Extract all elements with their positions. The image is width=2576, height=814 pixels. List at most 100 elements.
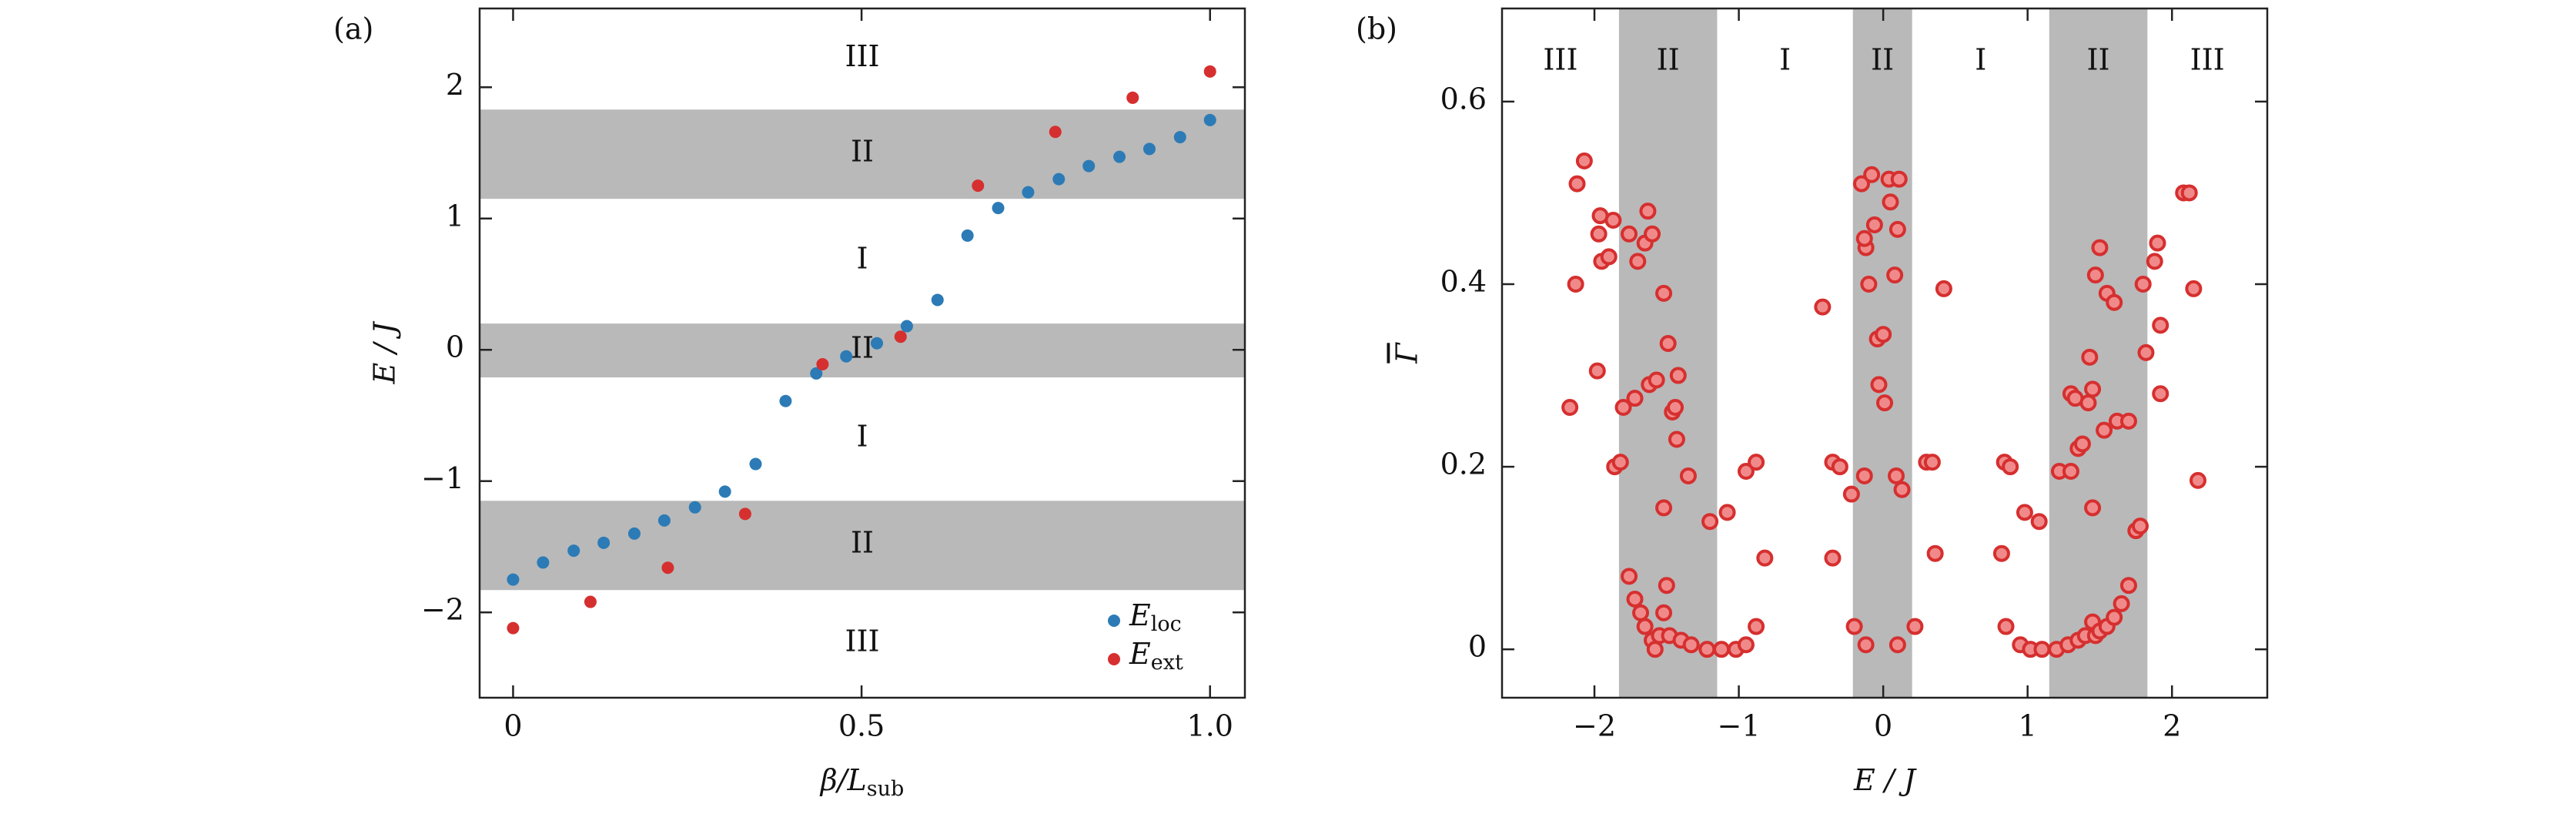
region-label: III — [845, 625, 879, 658]
point — [2106, 293, 2123, 311]
point — [1600, 248, 1618, 266]
legend-label-sub: loc — [1151, 612, 1182, 636]
point — [1855, 467, 1873, 484]
point — [1022, 186, 1035, 199]
region-label: III — [2190, 43, 2225, 77]
point — [661, 561, 674, 574]
point — [1886, 266, 1904, 284]
point — [537, 556, 550, 569]
point — [2113, 595, 2130, 612]
point — [1621, 225, 1638, 243]
point — [1646, 641, 1664, 658]
point — [1655, 604, 1673, 621]
x-axis-label-sub: sub — [867, 777, 905, 801]
point — [1667, 399, 1684, 417]
point — [2106, 608, 2123, 626]
point — [2137, 343, 2155, 361]
point — [1923, 454, 1941, 471]
point — [1824, 549, 1842, 567]
point — [1668, 430, 1685, 448]
point — [1992, 544, 2010, 562]
region-label: III — [1543, 43, 1577, 77]
region-label: II — [851, 526, 874, 560]
point — [2119, 412, 2137, 430]
x-axis-label: E / J — [1853, 763, 1917, 797]
point — [1567, 276, 1584, 293]
point — [1575, 152, 1593, 169]
point — [1049, 126, 1062, 139]
point — [1588, 362, 1606, 380]
region-label: II — [1657, 43, 1680, 77]
legend-label-sub: ext — [1151, 651, 1183, 675]
panel-label: (b) — [1356, 12, 1397, 46]
point — [2073, 435, 2091, 453]
point — [2086, 266, 2104, 284]
point — [1611, 454, 1629, 471]
region-label: I — [1975, 43, 1986, 77]
point — [1679, 467, 1697, 484]
plot-frame — [1500, 7, 2269, 699]
point — [2081, 348, 2099, 366]
x-tick-label: −2 — [1573, 709, 1616, 743]
y-tick-label: 0 — [446, 330, 464, 364]
y-tick-label: 1 — [446, 199, 464, 233]
point — [1852, 175, 1870, 193]
point — [1658, 577, 1675, 595]
point — [1737, 636, 1755, 654]
point — [1842, 485, 1860, 503]
legend-label-base: E — [1129, 637, 1151, 671]
region-label: I — [856, 420, 868, 454]
point — [1052, 173, 1066, 186]
point — [2016, 504, 2033, 521]
band — [480, 323, 1245, 378]
point — [1639, 203, 1657, 220]
point — [1748, 454, 1765, 471]
point — [2033, 641, 2051, 658]
x-axis-label: β/Lsub — [819, 763, 905, 801]
point — [1890, 170, 1908, 188]
point — [931, 293, 944, 307]
point — [1698, 641, 1716, 658]
point — [1626, 590, 1644, 608]
region-label: II — [851, 331, 874, 365]
y-tick-label: 2 — [446, 68, 464, 102]
point — [1659, 335, 1677, 353]
point — [688, 501, 701, 514]
band — [2049, 8, 2148, 698]
point — [2119, 577, 2137, 595]
region-label: II — [851, 135, 874, 169]
point — [1113, 150, 1126, 163]
point — [810, 367, 823, 380]
point — [2062, 463, 2079, 481]
point — [1814, 298, 1832, 316]
point — [507, 573, 520, 586]
x-axis-label-base: β/L — [819, 763, 867, 797]
point — [1648, 371, 1665, 389]
point — [1857, 636, 1875, 654]
band — [1852, 8, 1912, 698]
point — [2091, 239, 2109, 256]
point — [1568, 175, 1586, 193]
point — [1889, 220, 1906, 238]
point — [2131, 518, 2149, 535]
y-tick-label: 0.6 — [1440, 82, 1487, 116]
point — [1713, 641, 1731, 658]
point — [2096, 421, 2113, 439]
point — [2180, 184, 2198, 202]
point — [2134, 276, 2152, 293]
point — [1629, 253, 1647, 270]
point — [972, 179, 985, 193]
point — [1682, 636, 1700, 654]
point — [2152, 385, 2170, 403]
point — [779, 394, 792, 407]
point — [1756, 549, 1774, 567]
point — [1831, 458, 1848, 476]
point — [1655, 499, 1673, 517]
point — [1889, 636, 1906, 654]
point — [1845, 618, 1863, 635]
point — [1997, 618, 2015, 635]
point — [1882, 193, 1899, 211]
legend-label: Eloc — [1129, 598, 1182, 636]
y-axis-label: Γ — [1390, 342, 1424, 364]
